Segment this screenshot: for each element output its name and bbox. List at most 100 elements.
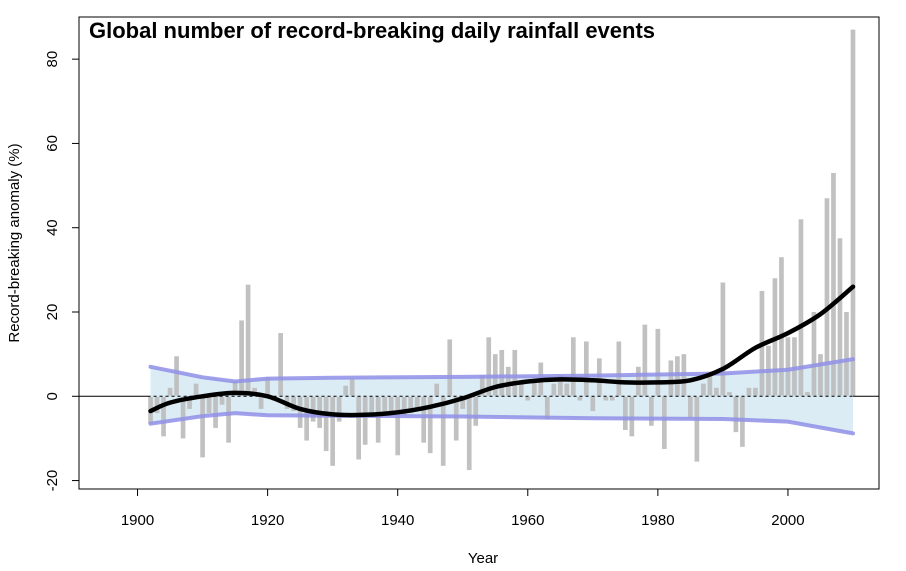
bar-1938 — [382, 396, 388, 416]
bar-1981 — [662, 396, 667, 449]
bar-1987 — [701, 383, 706, 397]
bar-1941 — [401, 396, 407, 416]
bar-1909 — [193, 383, 199, 397]
bar-1980 — [655, 328, 661, 397]
bar-1906 — [174, 356, 179, 397]
bar-1986 — [694, 396, 700, 462]
y-axis: -20 0 20 40 60 80 — [44, 51, 80, 492]
bar-1926 — [304, 396, 309, 441]
bar-1966 — [564, 383, 570, 397]
bar-1946 — [434, 383, 440, 397]
bar-1968 — [577, 396, 583, 401]
bar-1942 — [408, 396, 414, 414]
bar-1936 — [369, 396, 375, 414]
bar-1940 — [395, 396, 401, 456]
x-tick-label-1960: 1960 — [511, 512, 544, 529]
bar-1992 — [733, 396, 739, 433]
x-axis: 1900 1920 1940 1960 1980 2000 — [121, 488, 805, 529]
bar-1979 — [649, 396, 654, 426]
bar-2007 — [831, 172, 836, 397]
bar-1929 — [323, 396, 329, 452]
bar-1939 — [388, 396, 394, 414]
bar-1960 — [525, 396, 531, 401]
bar-1988 — [707, 373, 713, 397]
bar-2009 — [844, 312, 849, 397]
bar-2003 — [805, 392, 810, 397]
confidence-band-lower-line — [148, 411, 855, 436]
bar-1914 — [226, 396, 231, 443]
bar-1972 — [603, 396, 609, 401]
bar-1963 — [544, 396, 550, 420]
bar-2002 — [798, 219, 804, 397]
bar-1912 — [213, 396, 218, 428]
bar-2010 — [850, 29, 856, 397]
bar-1961 — [531, 379, 537, 397]
bar-1970 — [590, 396, 596, 412]
bar-1944 — [421, 396, 427, 443]
bar-1950 — [460, 396, 466, 409]
bar-1983 — [675, 356, 680, 397]
bar-1908 — [187, 396, 192, 409]
bar-1920 — [265, 377, 270, 397]
bar-2004 — [811, 312, 817, 397]
bar-1904 — [161, 396, 166, 437]
y-tick-label-0: 0 — [44, 392, 61, 400]
y-axis-title: Record-breaking anomaly (%) — [6, 143, 23, 342]
x-tick-label-1900: 1900 — [121, 512, 154, 529]
bar-1919 — [258, 396, 264, 409]
y-tick-label-40: 40 — [44, 219, 61, 236]
bar-1953 — [479, 375, 485, 397]
bar-2005 — [818, 354, 823, 397]
bar-1948 — [447, 339, 453, 397]
bar-1991 — [727, 392, 732, 397]
bar-1924 — [291, 396, 296, 412]
bar-1956 — [499, 349, 505, 397]
y-tick-label-80: 80 — [44, 51, 61, 68]
confidence-band-upper-line — [148, 357, 855, 384]
x-tick-label-1920: 1920 — [251, 512, 284, 529]
bar-1903 — [154, 396, 160, 414]
y-tick-label-20: 20 — [44, 304, 61, 321]
bar-1945 — [427, 396, 433, 454]
bar-1937 — [375, 396, 381, 443]
y-tick-label--20: -20 — [44, 470, 61, 492]
bar-1951 — [466, 396, 472, 471]
bar-1943 — [414, 396, 420, 409]
y-tick-label-60: 60 — [44, 135, 61, 152]
bar-1957 — [505, 366, 511, 397]
bar-1915 — [232, 381, 238, 397]
bar-1917 — [245, 284, 251, 397]
bar-1930 — [330, 396, 335, 466]
bar-1994 — [746, 387, 752, 397]
bar-1910 — [200, 396, 205, 458]
plot-area — [79, 29, 879, 471]
bar-1954 — [486, 337, 492, 397]
bar-1959 — [518, 383, 524, 397]
bar-1947 — [440, 396, 446, 466]
bar-1934 — [356, 396, 362, 460]
bar-1973 — [609, 396, 615, 401]
bar-1927 — [310, 396, 316, 422]
bar-1964 — [551, 383, 557, 397]
bar-1989 — [714, 387, 719, 397]
bar-1905 — [167, 387, 173, 397]
bar-1932 — [343, 385, 349, 397]
bar-1913 — [219, 396, 225, 405]
x-axis-title: Year — [468, 550, 498, 567]
bar-1935 — [362, 396, 368, 445]
trend-line — [148, 284, 856, 418]
bar-1974 — [616, 341, 622, 397]
x-tick-label-1980: 1980 — [641, 512, 674, 529]
bar-1952 — [473, 396, 479, 426]
bar-1911 — [206, 396, 212, 414]
x-tick-label-1940: 1940 — [381, 512, 414, 529]
bar-1978 — [642, 324, 648, 397]
bar-1916 — [239, 320, 244, 397]
bar-1985 — [688, 396, 693, 418]
chart-title: Global number of record-breaking daily r… — [89, 18, 655, 43]
bar-1969 — [583, 341, 589, 397]
bar-1982 — [668, 360, 674, 397]
bar-2008 — [837, 238, 843, 397]
bar-1925 — [297, 396, 303, 428]
